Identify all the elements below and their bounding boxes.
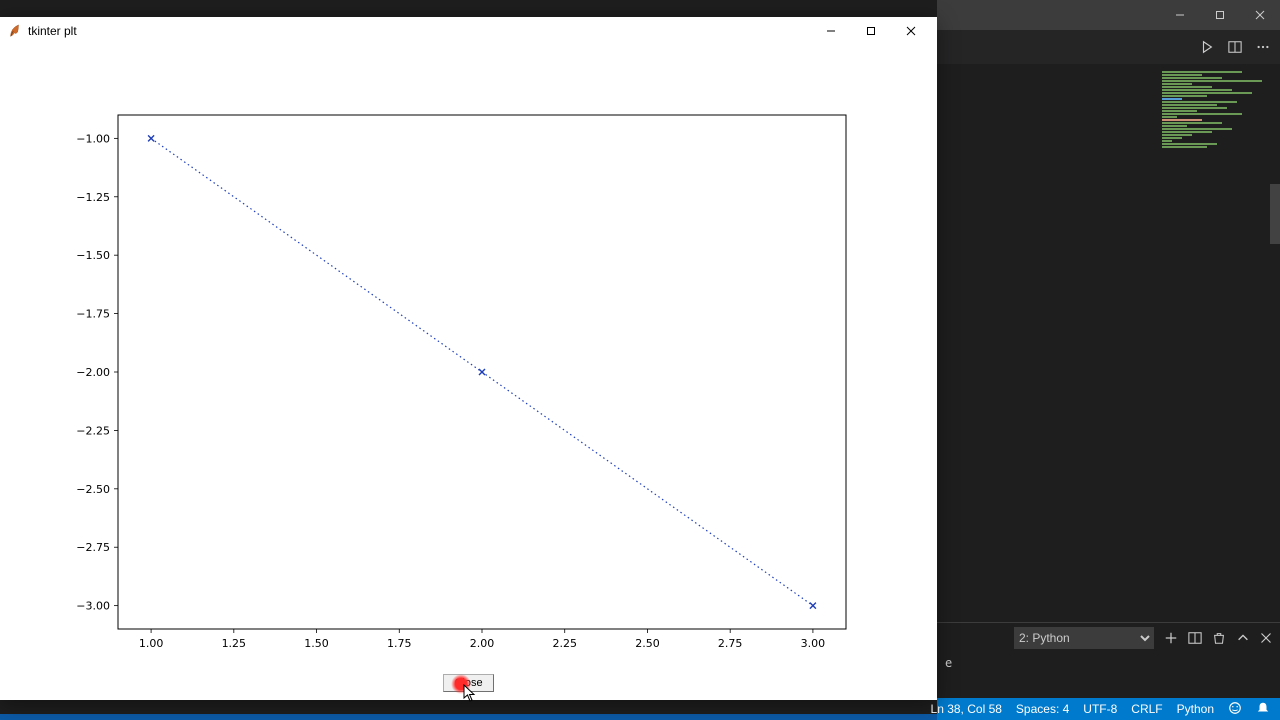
tkinter-window: tkinter plt 1.00 1.25 1.50 1.75 2.00 2.25 2.50…	[0, 17, 937, 700]
svg-text:−2.75: −2.75	[76, 541, 110, 554]
split-terminal-icon[interactable]	[1188, 631, 1202, 645]
svg-text:−1.00: −1.00	[76, 132, 110, 145]
split-editor-icon[interactable]	[1228, 40, 1242, 54]
terminal-output[interactable]: e	[937, 652, 1280, 698]
new-terminal-icon[interactable]	[1164, 631, 1178, 645]
status-spaces[interactable]: Spaces: 4	[1016, 702, 1069, 716]
terminal-line: e	[945, 656, 952, 670]
status-eol[interactable]: CRLF	[1131, 702, 1162, 716]
minimize-icon[interactable]	[1160, 0, 1200, 30]
svg-text:−2.50: −2.50	[76, 483, 110, 496]
figure-canvas: 1.00 1.25 1.50 1.75 2.00 2.25 2.50 2.75 3.00 −3.0…	[0, 45, 937, 700]
svg-text:3.00: 3.00	[801, 637, 826, 650]
scrollbar-thumb[interactable]	[1270, 184, 1280, 244]
minimap[interactable]	[1162, 70, 1272, 180]
vscode-tab-actions	[937, 30, 1280, 64]
svg-text:−1.75: −1.75	[76, 308, 110, 321]
svg-text:−1.50: −1.50	[76, 249, 110, 262]
svg-text:1.25: 1.25	[222, 637, 247, 650]
terminal-select[interactable]: 2: Python	[1014, 627, 1154, 649]
close-icon[interactable]	[891, 17, 931, 45]
run-icon[interactable]	[1200, 40, 1214, 54]
status-language[interactable]: Python	[1177, 702, 1214, 716]
maximize-icon[interactable]	[1200, 0, 1240, 30]
feedback-icon[interactable]	[1228, 701, 1242, 718]
minimize-icon[interactable]	[811, 17, 851, 45]
line-chart: 1.00 1.25 1.50 1.75 2.00 2.25 2.50 2.75 3.00 −3.0…	[58, 103, 858, 663]
windows-taskbar[interactable]	[0, 714, 937, 720]
vscode-editor[interactable]	[937, 64, 1280, 622]
tk-feather-icon	[8, 24, 22, 38]
svg-text:2.75: 2.75	[718, 637, 743, 650]
vscode-window: 2: Python e Ln 38, Col 58 Spaces: 4 UTF-…	[937, 0, 1280, 720]
notifications-icon[interactable]	[1256, 701, 1270, 718]
svg-text:1.50: 1.50	[304, 637, 329, 650]
svg-text:−3.00: −3.00	[76, 600, 110, 613]
status-lncol[interactable]: Ln 38, Col 58	[931, 702, 1002, 716]
svg-text:1.75: 1.75	[387, 637, 412, 650]
svg-text:2.00: 2.00	[470, 637, 495, 650]
terminal-header: 2: Python	[937, 622, 1280, 652]
close-panel-icon[interactable]	[1260, 632, 1272, 644]
more-icon[interactable]	[1256, 40, 1270, 54]
window-title: tkinter plt	[28, 24, 811, 38]
svg-text:2.25: 2.25	[552, 637, 577, 650]
vscode-statusbar: Ln 38, Col 58 Spaces: 4 UTF-8 CRLF Pytho…	[937, 698, 1280, 720]
svg-text:1.00: 1.00	[139, 637, 164, 650]
svg-text:−2.00: −2.00	[76, 366, 110, 379]
svg-text:−1.25: −1.25	[76, 191, 110, 204]
close-icon[interactable]	[1240, 0, 1280, 30]
titlebar: tkinter plt	[0, 17, 937, 45]
status-encoding[interactable]: UTF-8	[1083, 702, 1117, 716]
svg-text:−2.25: −2.25	[76, 424, 110, 437]
maximize-panel-icon[interactable]	[1236, 631, 1250, 645]
close-button[interactable]: Close	[443, 674, 493, 692]
maximize-icon[interactable]	[851, 17, 891, 45]
svg-text:2.50: 2.50	[635, 637, 660, 650]
kill-terminal-icon[interactable]	[1212, 631, 1226, 645]
vscode-titlebar	[937, 0, 1280, 30]
